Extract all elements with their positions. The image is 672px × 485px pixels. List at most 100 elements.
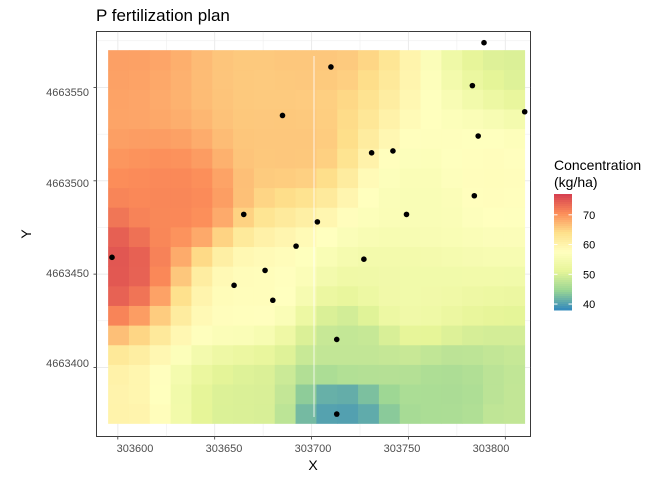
raster-cell bbox=[295, 266, 317, 287]
raster-cell bbox=[316, 207, 338, 228]
raster-cell bbox=[233, 305, 255, 326]
raster-cell bbox=[212, 226, 234, 248]
raster-cell bbox=[483, 246, 505, 267]
raster-cell bbox=[358, 344, 380, 365]
sample-point bbox=[240, 211, 247, 218]
raster-cell bbox=[503, 168, 526, 189]
raster-cell bbox=[149, 305, 172, 326]
x-tick-label: 303600 bbox=[117, 443, 154, 455]
raster-cell bbox=[358, 325, 380, 346]
legend-color-step bbox=[554, 294, 572, 297]
raster-cell bbox=[503, 305, 526, 326]
raster-cell bbox=[233, 226, 255, 248]
legend-tick-label: 50 bbox=[583, 269, 595, 281]
raster-cell bbox=[462, 285, 484, 306]
legend-title-unit: (kg/ha) bbox=[554, 174, 598, 190]
raster-cell bbox=[337, 187, 359, 208]
raster-cell bbox=[128, 69, 151, 90]
raster-cell bbox=[191, 246, 213, 267]
raster-cell bbox=[503, 187, 526, 208]
raster-cell bbox=[316, 50, 338, 71]
raster-cell bbox=[170, 384, 192, 405]
raster-cell bbox=[233, 187, 255, 208]
raster-cell bbox=[128, 344, 151, 365]
legend-color-step bbox=[554, 222, 572, 225]
raster-cell bbox=[191, 128, 213, 149]
raster-cell bbox=[462, 384, 484, 405]
raster-cell bbox=[212, 305, 234, 326]
raster-cell bbox=[274, 403, 296, 424]
legend-color-step bbox=[554, 196, 572, 199]
legend-color-step bbox=[554, 248, 572, 251]
raster-cell bbox=[441, 246, 463, 267]
raster-cell bbox=[441, 305, 463, 326]
raster-cell bbox=[253, 305, 276, 326]
raster-cell bbox=[274, 89, 296, 110]
raster-cell bbox=[462, 207, 484, 228]
raster-cell bbox=[274, 128, 296, 149]
legend-color-step bbox=[554, 262, 572, 265]
legend-color-step bbox=[554, 198, 572, 201]
legend-color-step bbox=[554, 238, 572, 241]
raster-cell bbox=[253, 89, 276, 110]
raster-cell bbox=[191, 187, 213, 208]
raster-cell bbox=[170, 187, 192, 208]
raster-cell bbox=[378, 128, 401, 149]
raster-cell bbox=[274, 207, 296, 228]
x-tick-label: 303650 bbox=[206, 443, 243, 455]
raster-cell bbox=[274, 50, 296, 71]
raster-cell bbox=[108, 89, 130, 110]
y-tick-label: 4663450 bbox=[46, 268, 89, 280]
raster-cell bbox=[274, 187, 296, 208]
raster-cell bbox=[108, 344, 130, 365]
raster-cell bbox=[358, 89, 380, 110]
raster-cell bbox=[420, 89, 442, 110]
raster-cell bbox=[253, 128, 276, 149]
raster-cell bbox=[274, 226, 296, 248]
raster-cell bbox=[316, 344, 338, 365]
raster-cell bbox=[337, 226, 359, 248]
raster-cell bbox=[337, 109, 359, 130]
raster-cell bbox=[358, 168, 380, 189]
raster-cell bbox=[212, 128, 234, 149]
raster-cell bbox=[253, 344, 276, 365]
sample-point bbox=[333, 411, 340, 417]
raster-cell bbox=[295, 364, 317, 385]
raster-cell bbox=[358, 364, 380, 385]
raster-cell bbox=[128, 89, 151, 110]
raster-cell bbox=[399, 187, 421, 208]
raster-cell bbox=[337, 285, 359, 306]
raster-cell bbox=[420, 384, 442, 405]
raster-cell bbox=[316, 226, 338, 248]
raster-cell bbox=[316, 266, 338, 287]
legend-color-step bbox=[554, 234, 572, 237]
raster-cell bbox=[295, 207, 317, 228]
raster-cell bbox=[253, 168, 276, 189]
raster-cell bbox=[420, 168, 442, 189]
raster-cell bbox=[149, 344, 172, 365]
legend-color-step bbox=[554, 290, 572, 293]
raster-cell bbox=[233, 69, 255, 90]
sample-point bbox=[314, 219, 321, 225]
legend-color-step bbox=[554, 214, 572, 217]
raster-cell bbox=[420, 364, 442, 385]
raster-cell bbox=[503, 226, 526, 248]
sample-point bbox=[333, 336, 340, 343]
raster-cell bbox=[483, 384, 505, 405]
raster-cell bbox=[295, 69, 317, 90]
raster-cell bbox=[358, 246, 380, 267]
raster-cell bbox=[128, 266, 151, 287]
raster-cell bbox=[503, 403, 526, 424]
raster-cell bbox=[128, 325, 151, 346]
raster-cell bbox=[212, 207, 234, 228]
raster-cell bbox=[108, 364, 130, 385]
raster-cell bbox=[503, 148, 526, 169]
legend-color-step bbox=[554, 300, 572, 303]
raster-cell bbox=[149, 128, 172, 149]
raster-cell bbox=[503, 69, 526, 90]
raster-cell bbox=[128, 109, 151, 130]
raster-cell bbox=[462, 305, 484, 326]
raster-cell bbox=[378, 384, 401, 405]
